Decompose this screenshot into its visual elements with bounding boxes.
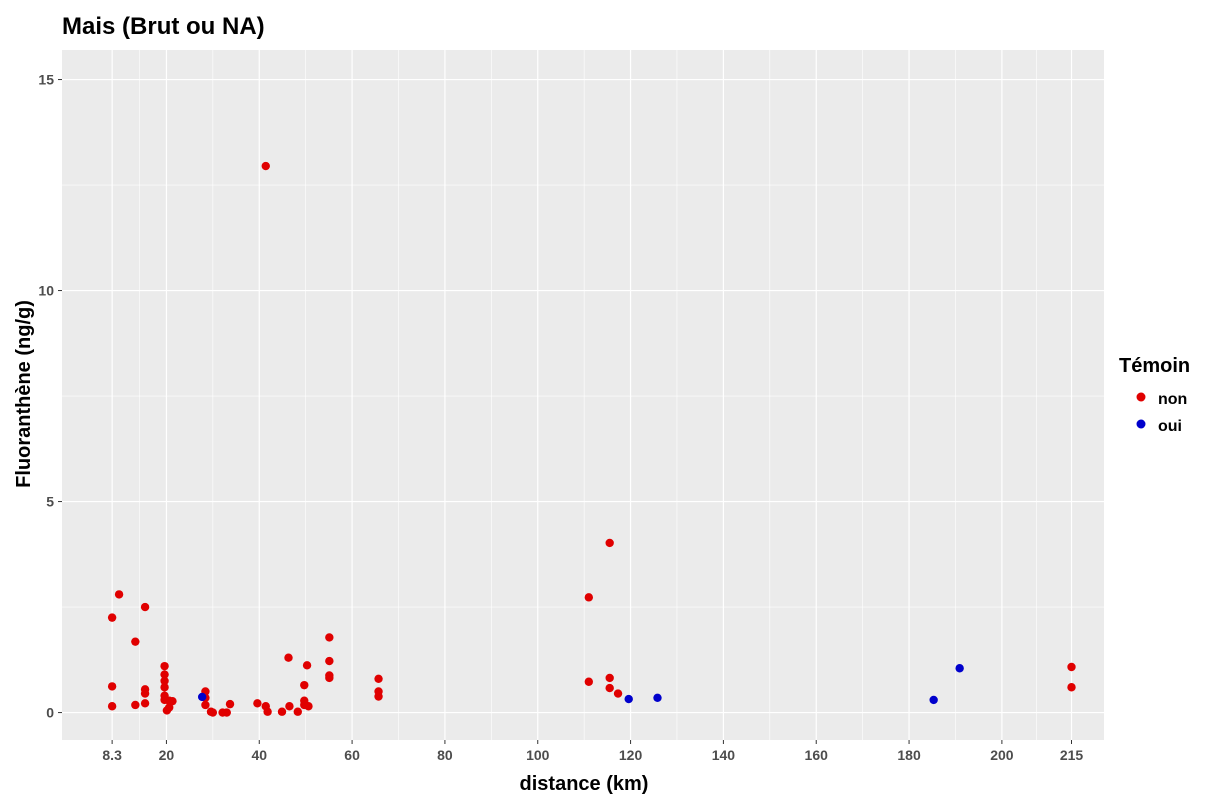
- point-non: [107, 682, 117, 691]
- point-non: [605, 538, 614, 548]
- point-non: [131, 700, 140, 710]
- point-non: [208, 708, 218, 717]
- point-non: [140, 602, 150, 612]
- point-non: [253, 699, 262, 708]
- plot-panel: [62, 50, 1104, 740]
- x-axis-title: distance (km): [520, 773, 649, 795]
- point-non: [165, 703, 174, 712]
- legend-key-non: [1136, 392, 1146, 402]
- point-non: [605, 673, 614, 683]
- point-non: [584, 593, 594, 602]
- point-non: [613, 689, 623, 698]
- data-points: [107, 161, 1076, 717]
- x-axis: 8.3 20 40 60 80 100 120 140 160 180 200 215: [102, 740, 1083, 763]
- legend: Témoin non oui: [1119, 355, 1190, 435]
- point-non: [261, 161, 270, 171]
- grid-major: [62, 50, 1104, 740]
- legend-key-oui: [1136, 419, 1146, 429]
- x-tick-label: 180: [897, 747, 921, 763]
- point-non: [374, 692, 383, 701]
- point-non: [107, 613, 117, 622]
- point-non: [285, 702, 294, 711]
- y-tick-label: 15: [38, 72, 54, 88]
- point-non: [325, 673, 334, 683]
- point-non: [325, 633, 334, 642]
- point-non: [263, 707, 272, 716]
- x-tick-label: 60: [344, 747, 360, 763]
- point-non: [140, 689, 150, 698]
- point-non: [302, 661, 312, 670]
- y-tick-label: 10: [38, 283, 54, 299]
- point-non: [160, 670, 169, 679]
- point-non: [160, 683, 169, 692]
- point-non: [284, 653, 293, 662]
- point-non: [225, 699, 235, 709]
- legend-label-non: non: [1158, 391, 1187, 408]
- x-tick-label: 80: [437, 747, 453, 763]
- point-non: [222, 708, 231, 717]
- y-tick-label: 5: [46, 494, 54, 510]
- point-non: [168, 696, 177, 706]
- point-non: [1067, 662, 1076, 672]
- chart-title: Mais (Brut ou NA): [62, 13, 265, 40]
- x-tick-label: 160: [805, 747, 829, 763]
- y-axis: 0 5 10 15: [38, 72, 62, 721]
- point-oui: [955, 664, 964, 673]
- y-tick-label: 0: [46, 705, 54, 721]
- legend-title: Témoin: [1119, 355, 1190, 377]
- point-non: [374, 674, 383, 684]
- x-tick-label: 40: [251, 747, 267, 763]
- point-non: [325, 656, 334, 666]
- point-non: [160, 661, 169, 671]
- point-non: [107, 702, 117, 711]
- y-axis-title: Fluoranthène (ng/g): [13, 300, 35, 488]
- point-non: [300, 680, 309, 690]
- x-tick-label: 20: [159, 747, 175, 763]
- x-tick-label: 200: [990, 747, 1014, 763]
- point-non: [114, 590, 124, 599]
- point-non: [605, 683, 614, 693]
- point-non: [293, 707, 302, 716]
- x-tick-label: 120: [619, 747, 643, 763]
- point-non: [131, 637, 140, 646]
- point-non: [160, 676, 169, 686]
- x-tick-label: 140: [712, 747, 736, 763]
- grid-minor: [62, 50, 1104, 740]
- point-oui: [653, 693, 662, 702]
- point-non: [304, 702, 313, 711]
- point-oui: [929, 695, 938, 705]
- x-tick-label: 100: [526, 747, 550, 763]
- point-oui: [624, 694, 633, 704]
- x-tick-label: 8.3: [102, 747, 122, 763]
- point-non: [584, 677, 594, 686]
- legend-label-oui: oui: [1158, 418, 1182, 435]
- point-non: [277, 707, 287, 716]
- point-non: [1067, 683, 1076, 692]
- point-non: [140, 699, 150, 708]
- x-tick-label: 215: [1060, 747, 1084, 763]
- point-non: [201, 700, 210, 710]
- point-oui: [197, 692, 207, 702]
